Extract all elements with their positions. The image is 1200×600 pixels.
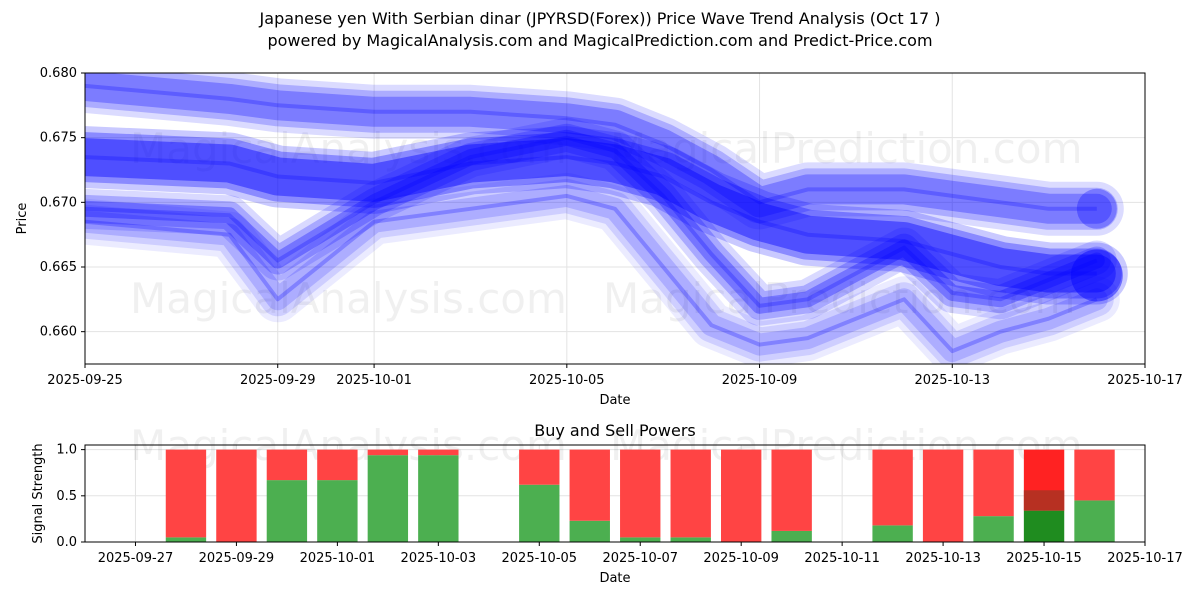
wave-band (85, 132, 1122, 299)
x-tick-label: 2025-10-05 (502, 551, 578, 566)
plot-frame (84, 444, 1146, 543)
wave-band (85, 117, 1117, 326)
sell-bar (620, 449, 661, 538)
x-tick-label: 2025-10-15 (1006, 551, 1082, 566)
wave-band (85, 172, 1120, 364)
x-tick-label: 2025-10-07 (602, 551, 678, 566)
buy-bar (367, 455, 409, 542)
sell-bar (266, 449, 308, 481)
wave-band (85, 126, 1128, 305)
buy-bar (973, 516, 1014, 542)
x-tick-label: 2025-10-01 (336, 373, 412, 388)
y-tick-label: 1.0 (56, 443, 77, 458)
x-axis-label: Date (599, 571, 630, 586)
y-tick-label: 0.5 (56, 489, 77, 504)
y-tick-label: 0.665 (40, 260, 77, 275)
plot-frame (84, 72, 1146, 365)
sell-bar (165, 449, 207, 538)
wave-band (85, 73, 1124, 236)
buy-bar (165, 537, 207, 542)
wave-line (85, 193, 1098, 354)
sell-bar (569, 449, 610, 521)
buy-bar (418, 455, 459, 542)
subplot-title: Buy and Sell Powers (534, 421, 696, 440)
buy-bar (771, 530, 812, 542)
buy-bar (317, 480, 358, 542)
sell-bar (418, 449, 459, 456)
buy-bar (569, 520, 610, 542)
y-tick-label: 0.675 (40, 131, 77, 146)
x-tick-label: 2025-09-25 (47, 373, 123, 388)
x-tick-label: 2025-09-29 (199, 551, 275, 566)
y-tick-label: 0.670 (40, 195, 77, 210)
watermark-text: MagicalAnalysis.com (130, 124, 567, 173)
x-tick-label: 2025-10-11 (804, 551, 880, 566)
x-tick-label: 2025-10-09 (722, 373, 798, 388)
x-tick-label: 2025-10-09 (703, 551, 779, 566)
watermark-text: MagicalPrediction.com (603, 274, 1076, 323)
x-tick-label: 2025-10-13 (914, 373, 990, 388)
buy-bar (1023, 510, 1065, 542)
y-tick-label: 0.0 (56, 535, 77, 550)
wave-end-marker (1076, 188, 1117, 229)
wave-layer (85, 73, 1128, 364)
sell-bar (519, 449, 560, 485)
buy-bar (266, 480, 308, 542)
sell-bar (922, 449, 964, 542)
wave-band (85, 138, 1116, 293)
x-tick-label: 2025-10-01 (300, 551, 376, 566)
wave-line (85, 135, 1098, 308)
x-tick-label: 2025-09-29 (240, 373, 316, 388)
wave-end-marker (1070, 249, 1123, 302)
x-tick-label: 2025-10-17 (1107, 551, 1183, 566)
price-wave-chart: MagicalAnalysis.com MagicalPrediction.com… (15, 66, 1183, 408)
sell-bar (973, 449, 1014, 517)
sell-bar (721, 449, 762, 542)
wave-band (85, 129, 1105, 314)
sell-bar (317, 449, 358, 481)
sell-bar (1074, 449, 1115, 501)
chart-title: Japanese yen With Serbian dinar (JPYRSD(… (259, 9, 941, 28)
y-tick-label: 0.660 (40, 325, 77, 340)
watermark-text: MagicalPrediction.com (610, 124, 1083, 173)
buy-bar (1074, 500, 1115, 542)
wave-band (85, 73, 1112, 224)
x-tick-label: 2025-10-17 (1107, 373, 1183, 388)
wave-band (85, 123, 1111, 320)
x-tick-label: 2025-10-13 (905, 551, 981, 566)
sell-bar (771, 449, 812, 531)
buy-bar (670, 537, 711, 542)
y-axis-label: Price (15, 203, 30, 235)
wave-band (85, 73, 1118, 230)
y-tick-label: 0.680 (40, 66, 77, 81)
x-axis-label: Date (599, 393, 630, 408)
sell-bar (872, 449, 913, 526)
sell-bar (216, 449, 257, 542)
wave-line (85, 83, 1097, 211)
buy-sell-powers-chart: MagicalAnalysis.com MagicalPrediction.com… (31, 421, 1183, 586)
y-axis-label: Signal Strength (31, 443, 46, 543)
x-tick-label: 2025-09-27 (98, 551, 174, 566)
sell-bar (367, 449, 409, 456)
x-tick-label: 2025-10-03 (401, 551, 477, 566)
buy-bar (620, 537, 661, 542)
wave-band (85, 178, 1114, 364)
x-tick-label: 2025-10-05 (529, 373, 605, 388)
wave-line (85, 155, 1097, 276)
buy-bar (872, 525, 913, 542)
chart-subtitle: powered by MagicalAnalysis.com and Magic… (267, 31, 933, 50)
sell-bar (670, 449, 711, 538)
buy-bar (519, 484, 560, 542)
overlap-bar (1023, 490, 1065, 511)
watermark-text: MagicalAnalysis.com (130, 274, 567, 323)
wave-band (85, 184, 1108, 363)
